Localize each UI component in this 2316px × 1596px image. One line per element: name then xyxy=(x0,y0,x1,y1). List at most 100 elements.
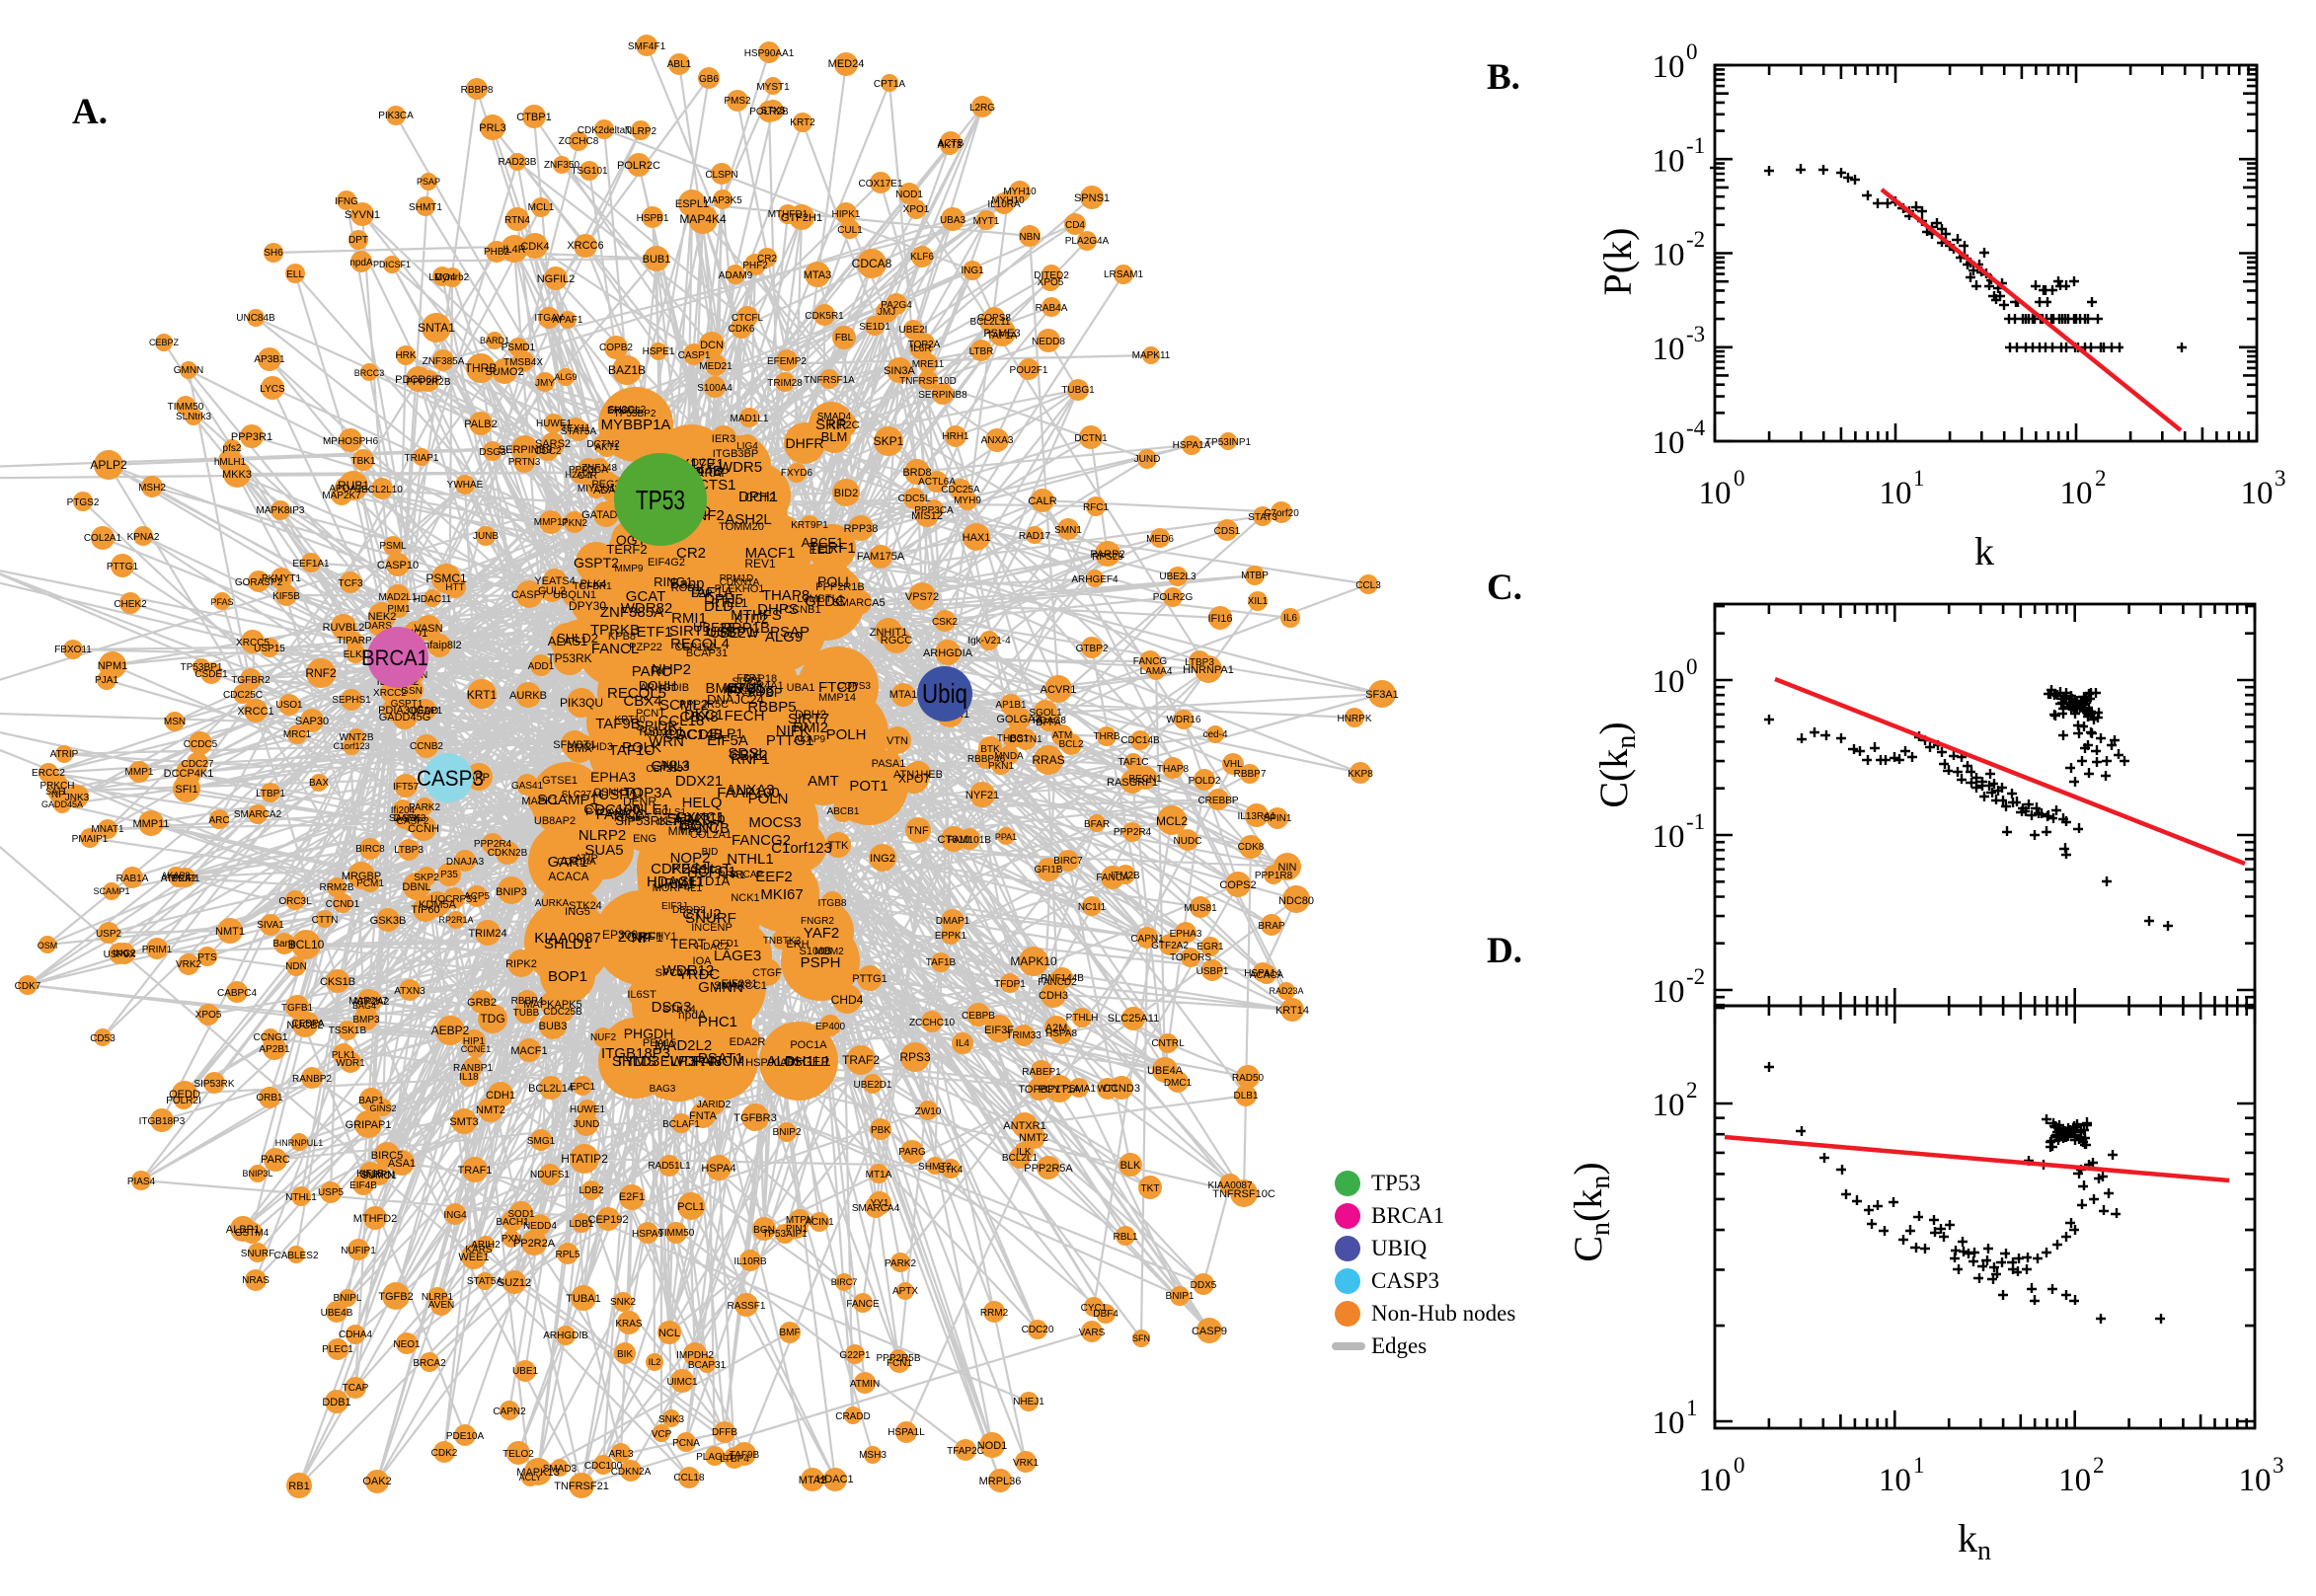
svg-text:S100A4: S100A4 xyxy=(697,383,733,394)
svg-text:TGFB2: TGFB2 xyxy=(378,1291,413,1303)
svg-text:EEF1A1: EEF1A1 xyxy=(292,559,330,570)
svg-text:UIMC1: UIMC1 xyxy=(666,1377,698,1388)
svg-text:GTF2A2: GTF2A2 xyxy=(1151,941,1189,951)
svg-text:kn: kn xyxy=(1958,1516,1991,1566)
svg-text:CASP3: CASP3 xyxy=(1371,1268,1439,1293)
svg-text:MAPK1: MAPK1 xyxy=(521,796,558,807)
svg-text:TGFB1: TGFB1 xyxy=(281,1003,314,1014)
svg-text:IER3: IER3 xyxy=(712,433,735,445)
svg-text:MAPK11: MAPK11 xyxy=(1132,350,1171,361)
svg-text:NP: NP xyxy=(51,790,65,800)
svg-text:BNIP3: BNIP3 xyxy=(496,886,527,898)
svg-text:CAPN1: CAPN1 xyxy=(1130,934,1164,945)
svg-text:ATXN3: ATXN3 xyxy=(394,986,425,997)
svg-text:RAB4A: RAB4A xyxy=(1036,303,1068,314)
svg-text:FXYD6: FXYD6 xyxy=(727,683,774,700)
svg-text:CYC1: CYC1 xyxy=(1081,1303,1108,1314)
svg-text:PSAP: PSAP xyxy=(417,177,440,187)
svg-text:TP53RK: TP53RK xyxy=(547,651,591,665)
svg-text:HSP90AA1: HSP90AA1 xyxy=(744,48,795,59)
svg-text:HSPA1L: HSPA1L xyxy=(888,1427,925,1438)
svg-text:RANBP2: RANBP2 xyxy=(292,1074,332,1085)
svg-text:EZR: EZR xyxy=(691,588,713,600)
svg-text:EPHA3: EPHA3 xyxy=(1170,929,1202,940)
svg-text:PCNT: PCNT xyxy=(636,708,665,720)
svg-text:RRAS: RRAS xyxy=(1032,753,1064,767)
svg-text:SKP2: SKP2 xyxy=(414,873,439,883)
svg-text:KPB8: KPB8 xyxy=(608,631,636,643)
svg-text:RP2R1A: RP2R1A xyxy=(438,915,473,925)
svg-text:EEF2: EEF2 xyxy=(755,869,793,885)
svg-text:NDN: NDN xyxy=(285,961,307,972)
svg-text:MNAT1: MNAT1 xyxy=(91,824,124,835)
svg-text:COPS8: COPS8 xyxy=(977,313,1011,324)
svg-text:MAPK8IP3: MAPK8IP3 xyxy=(257,505,305,516)
svg-text:UBE2T: UBE2T xyxy=(693,620,734,635)
svg-text:BAX: BAX xyxy=(309,778,329,789)
svg-text:MED6: MED6 xyxy=(1146,534,1174,545)
svg-text:IL4R: IL4R xyxy=(502,244,525,256)
svg-text:MTHFD1: MTHFD1 xyxy=(768,209,809,220)
svg-text:PKN1: PKN1 xyxy=(988,761,1015,772)
svg-text:UBA3: UBA3 xyxy=(940,215,966,226)
svg-text:ITGB8: ITGB8 xyxy=(818,898,847,909)
svg-text:RASSF1: RASSF1 xyxy=(728,1301,766,1312)
svg-text:CDC14B: CDC14B xyxy=(664,726,723,743)
svg-text:C4R: C4R xyxy=(578,471,597,482)
svg-text:HIPK1: HIPK1 xyxy=(832,209,861,220)
svg-text:CCT2: CCT2 xyxy=(744,491,776,504)
svg-text:KKP8: KKP8 xyxy=(1348,769,1373,780)
svg-text:MRE11: MRE11 xyxy=(912,359,945,370)
svg-text:IL2: IL2 xyxy=(649,1357,661,1367)
svg-text:ABCE1: ABCE1 xyxy=(802,535,844,550)
svg-text:NLRP2: NLRP2 xyxy=(579,827,626,844)
svg-text:DLD: DLD xyxy=(704,598,733,615)
svg-text:PTTG1: PTTG1 xyxy=(852,973,887,985)
svg-text:MYT1: MYT1 xyxy=(973,216,1000,227)
svg-text:PPA1: PPA1 xyxy=(995,832,1017,842)
svg-text:SH6: SH6 xyxy=(264,248,283,259)
svg-text:ORC3L: ORC3L xyxy=(278,896,312,907)
svg-text:IL6: IL6 xyxy=(1283,613,1297,624)
svg-text:SHLD1: SHLD1 xyxy=(544,936,591,952)
svg-text:EED: EED xyxy=(810,543,834,557)
svg-text:XRCC2: XRCC2 xyxy=(373,688,407,699)
svg-text:PSML: PSML xyxy=(379,541,407,552)
svg-text:POLN: POLN xyxy=(748,791,789,807)
svg-text:RB1: RB1 xyxy=(288,1481,309,1492)
svg-text:pfs2: pfs2 xyxy=(223,443,242,454)
svg-text:HSPA4: HSPA4 xyxy=(701,1163,735,1175)
svg-text:SHMT1: SHMT1 xyxy=(409,202,442,213)
svg-text:UBE2I: UBE2I xyxy=(899,325,928,336)
svg-text:PP2R2A: PP2R2A xyxy=(513,1238,556,1250)
svg-text:TERF2: TERF2 xyxy=(606,542,647,557)
svg-text:TELO2: TELO2 xyxy=(502,1449,534,1460)
svg-text:RPS3: RPS3 xyxy=(899,1050,931,1064)
svg-text:NUFIP1: NUFIP1 xyxy=(341,1246,376,1256)
svg-text:CALR: CALR xyxy=(1028,495,1056,507)
svg-text:RFC1: RFC1 xyxy=(1083,502,1110,513)
svg-text:ITGB18P3: ITGB18P3 xyxy=(601,1045,670,1062)
svg-text:BIK: BIK xyxy=(617,1349,633,1360)
svg-text:RGCC: RGCC xyxy=(881,635,912,646)
svg-text:C(kn): C(kn) xyxy=(1591,722,1642,807)
svg-text:SAT1: SAT1 xyxy=(45,787,67,797)
svg-text:SIRT7: SIRT7 xyxy=(788,711,829,727)
svg-text:P35: P35 xyxy=(440,870,458,880)
svg-text:AKAP8: AKAP8 xyxy=(161,871,190,880)
svg-text:PPP2R2B: PPP2R2B xyxy=(406,377,450,388)
svg-text:SUMO2: SUMO2 xyxy=(485,366,523,378)
svg-text:GRB2: GRB2 xyxy=(467,997,497,1009)
svg-text:MCL1: MCL1 xyxy=(528,202,555,213)
svg-text:HSPA9: HSPA9 xyxy=(632,1229,663,1240)
svg-text:PSMC1: PSMC1 xyxy=(425,571,467,585)
svg-text:KIF2C: KIF2C xyxy=(828,419,859,431)
svg-text:RYBP: RYBP xyxy=(747,685,782,700)
svg-text:TNBTK2: TNBTK2 xyxy=(763,936,802,947)
svg-text:10: 10 xyxy=(1653,143,1685,179)
svg-text:SHLD3: SHLD3 xyxy=(612,1053,659,1070)
svg-text:BRCA1: BRCA1 xyxy=(1371,1203,1444,1228)
svg-text:NDUFS1: NDUFS1 xyxy=(530,1170,570,1180)
svg-text:ASA1: ASA1 xyxy=(388,1158,416,1170)
svg-text:PARP2: PARP2 xyxy=(1090,549,1124,561)
